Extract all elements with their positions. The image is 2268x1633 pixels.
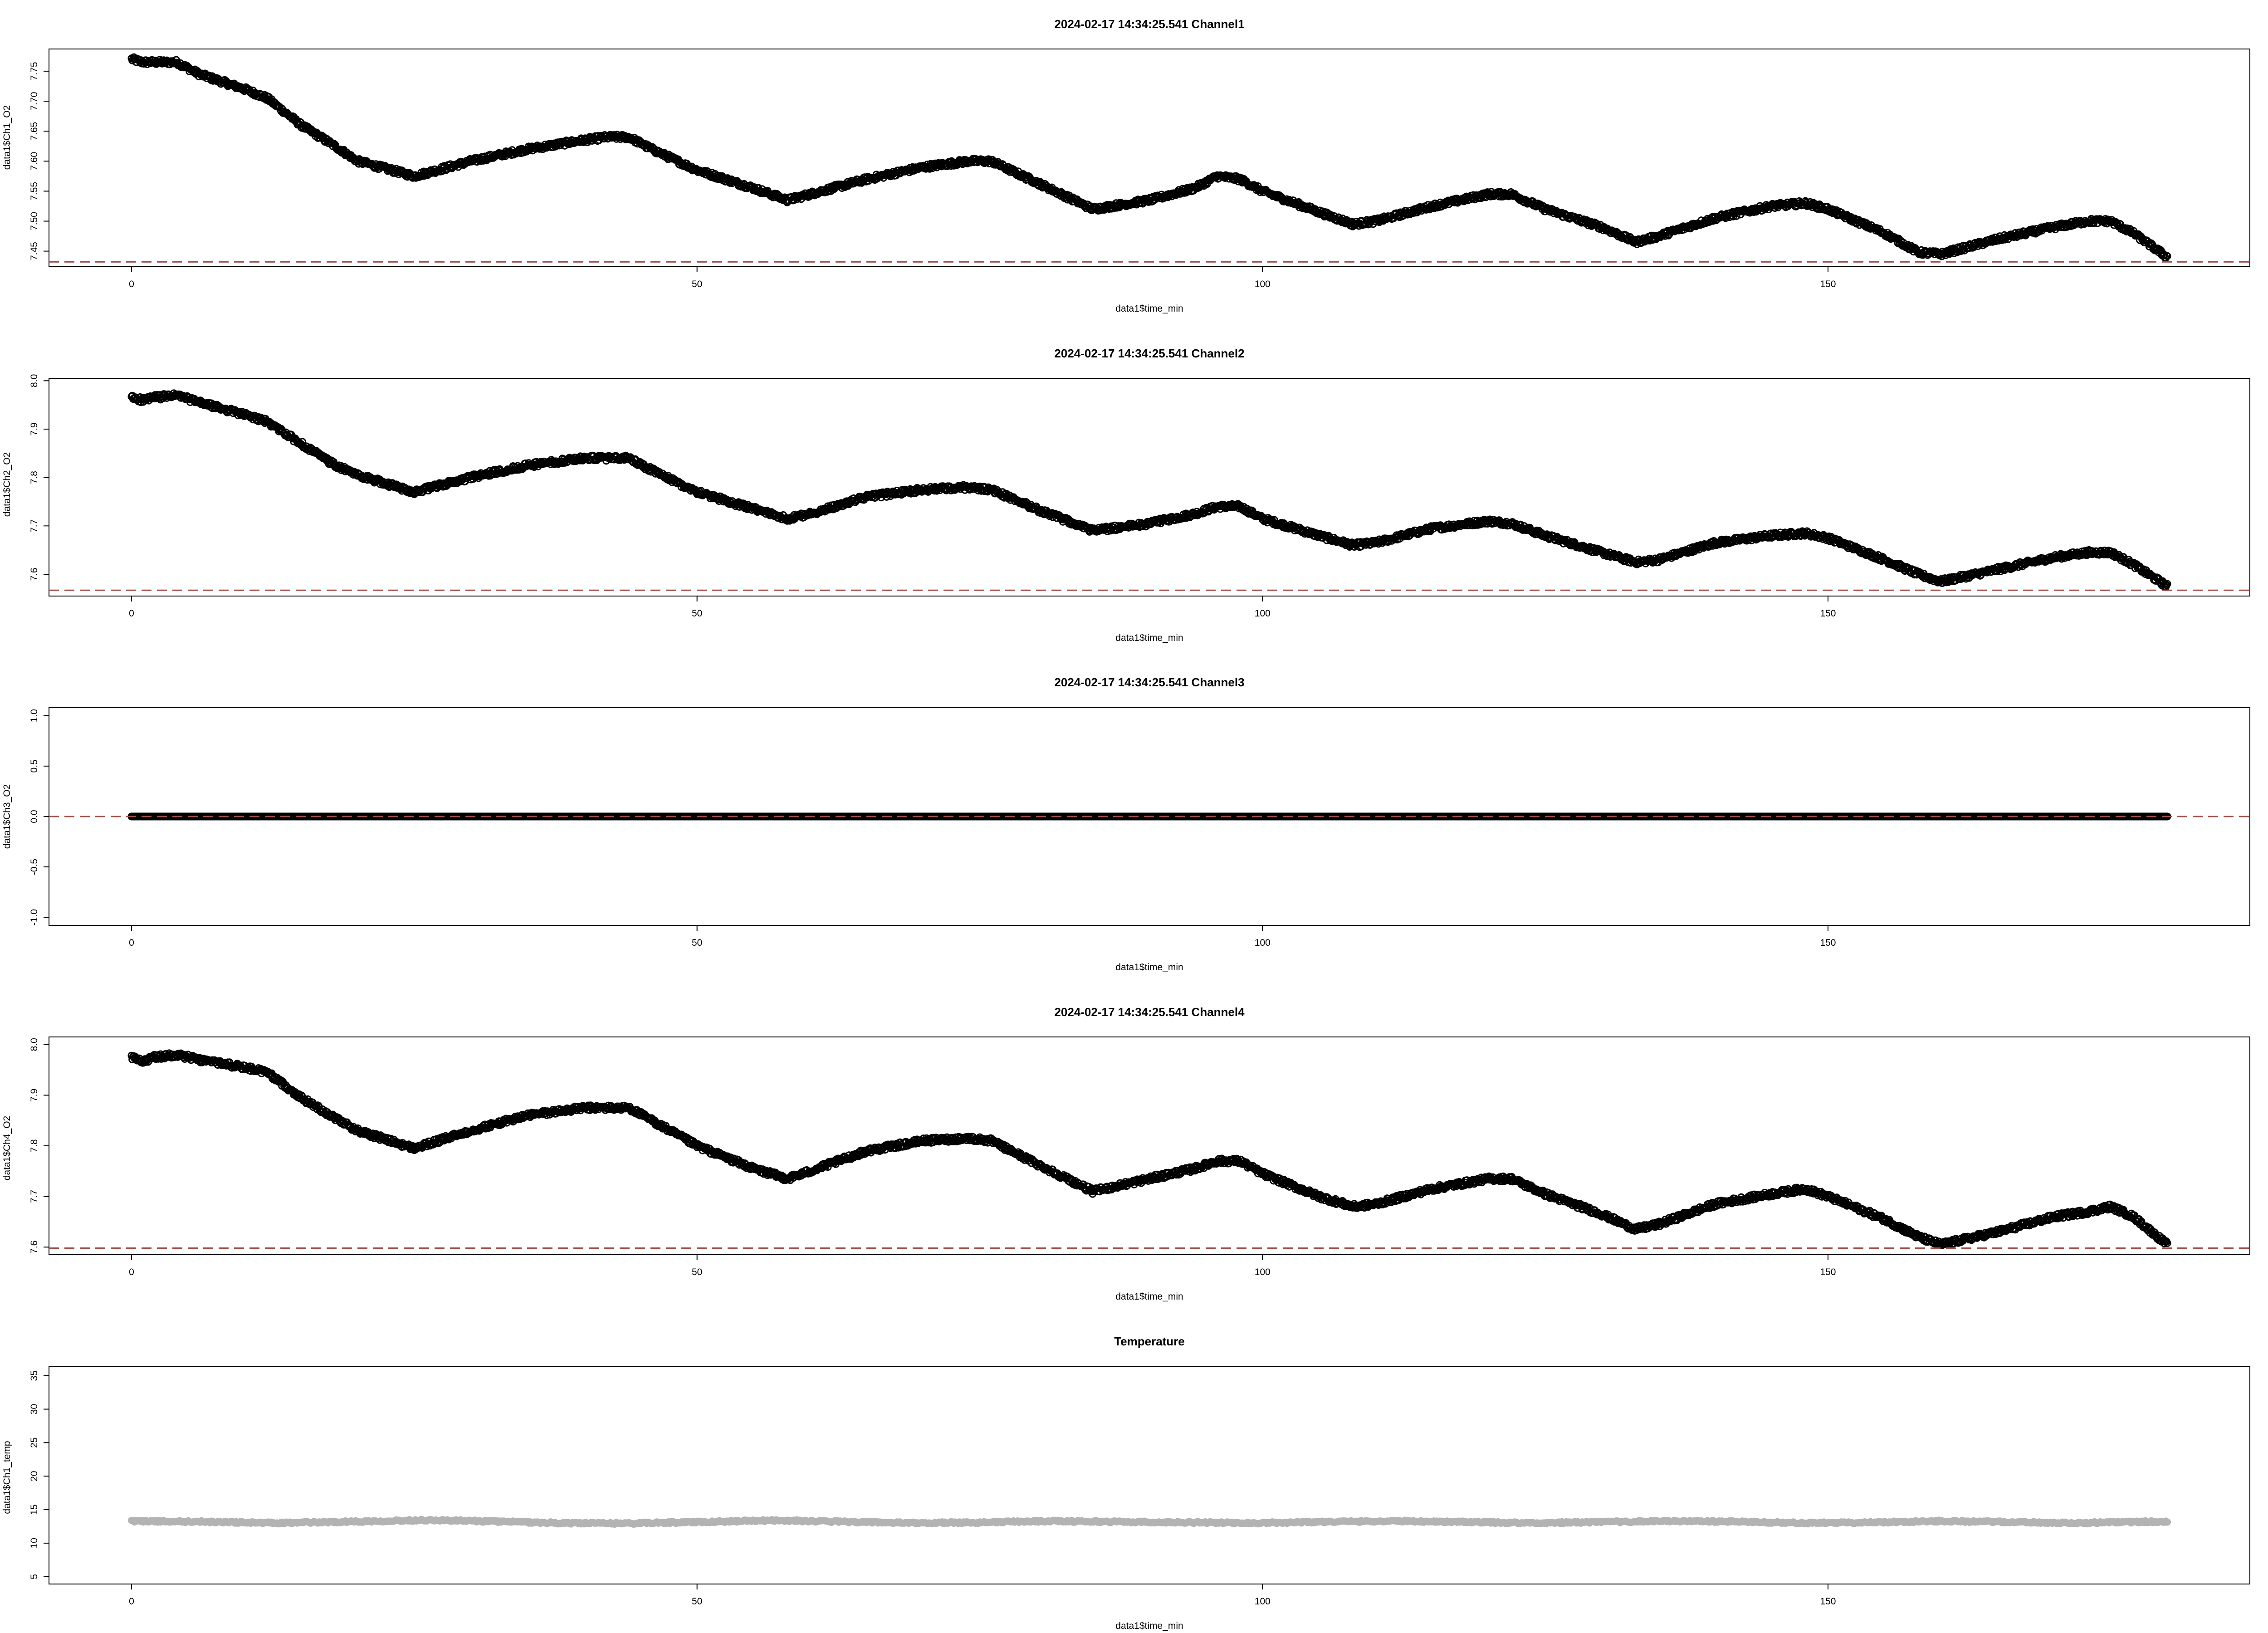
plot-area: 0 50 100 150 7.45 7.50 7.55 7.60 7.65 7.70 7.75 [29,49,2250,289]
x-tick-label: 150 [1820,279,1836,289]
chart-title: 2024-02-17 14:34:25.541 Channel2 [1054,347,1244,360]
data-points [127,53,2171,262]
y-tick-label: 7.45 [29,242,39,260]
y-tick-label: 7.50 [29,212,39,230]
chart-title: 2024-02-17 14:34:25.541 Channel1 [1054,17,1244,31]
y-axis-label: data1$Ch1_O2 [2,105,12,170]
y-tick-label: 7.60 [29,152,39,171]
y-axis-label: data1$Ch2_O2 [2,452,12,517]
x-axis-label: data1$time_min [1115,303,1183,314]
y-tick-label: 7.75 [29,62,39,80]
plot-frame [49,49,2250,267]
y-tick-label: 7.55 [29,182,39,200]
y-tick-label: 7.70 [29,92,39,111]
x-tick-label: 100 [1255,279,1271,289]
x-axis-label: data1$time_min [1115,633,1183,643]
x-tick-label: 0 [129,279,134,289]
panel-channel1: 2024-02-17 14:34:25.541 Channel1 data1$t… [2,17,2250,314]
x-tick-label: 50 [692,279,702,289]
y-tick-label: 7.65 [29,122,39,141]
